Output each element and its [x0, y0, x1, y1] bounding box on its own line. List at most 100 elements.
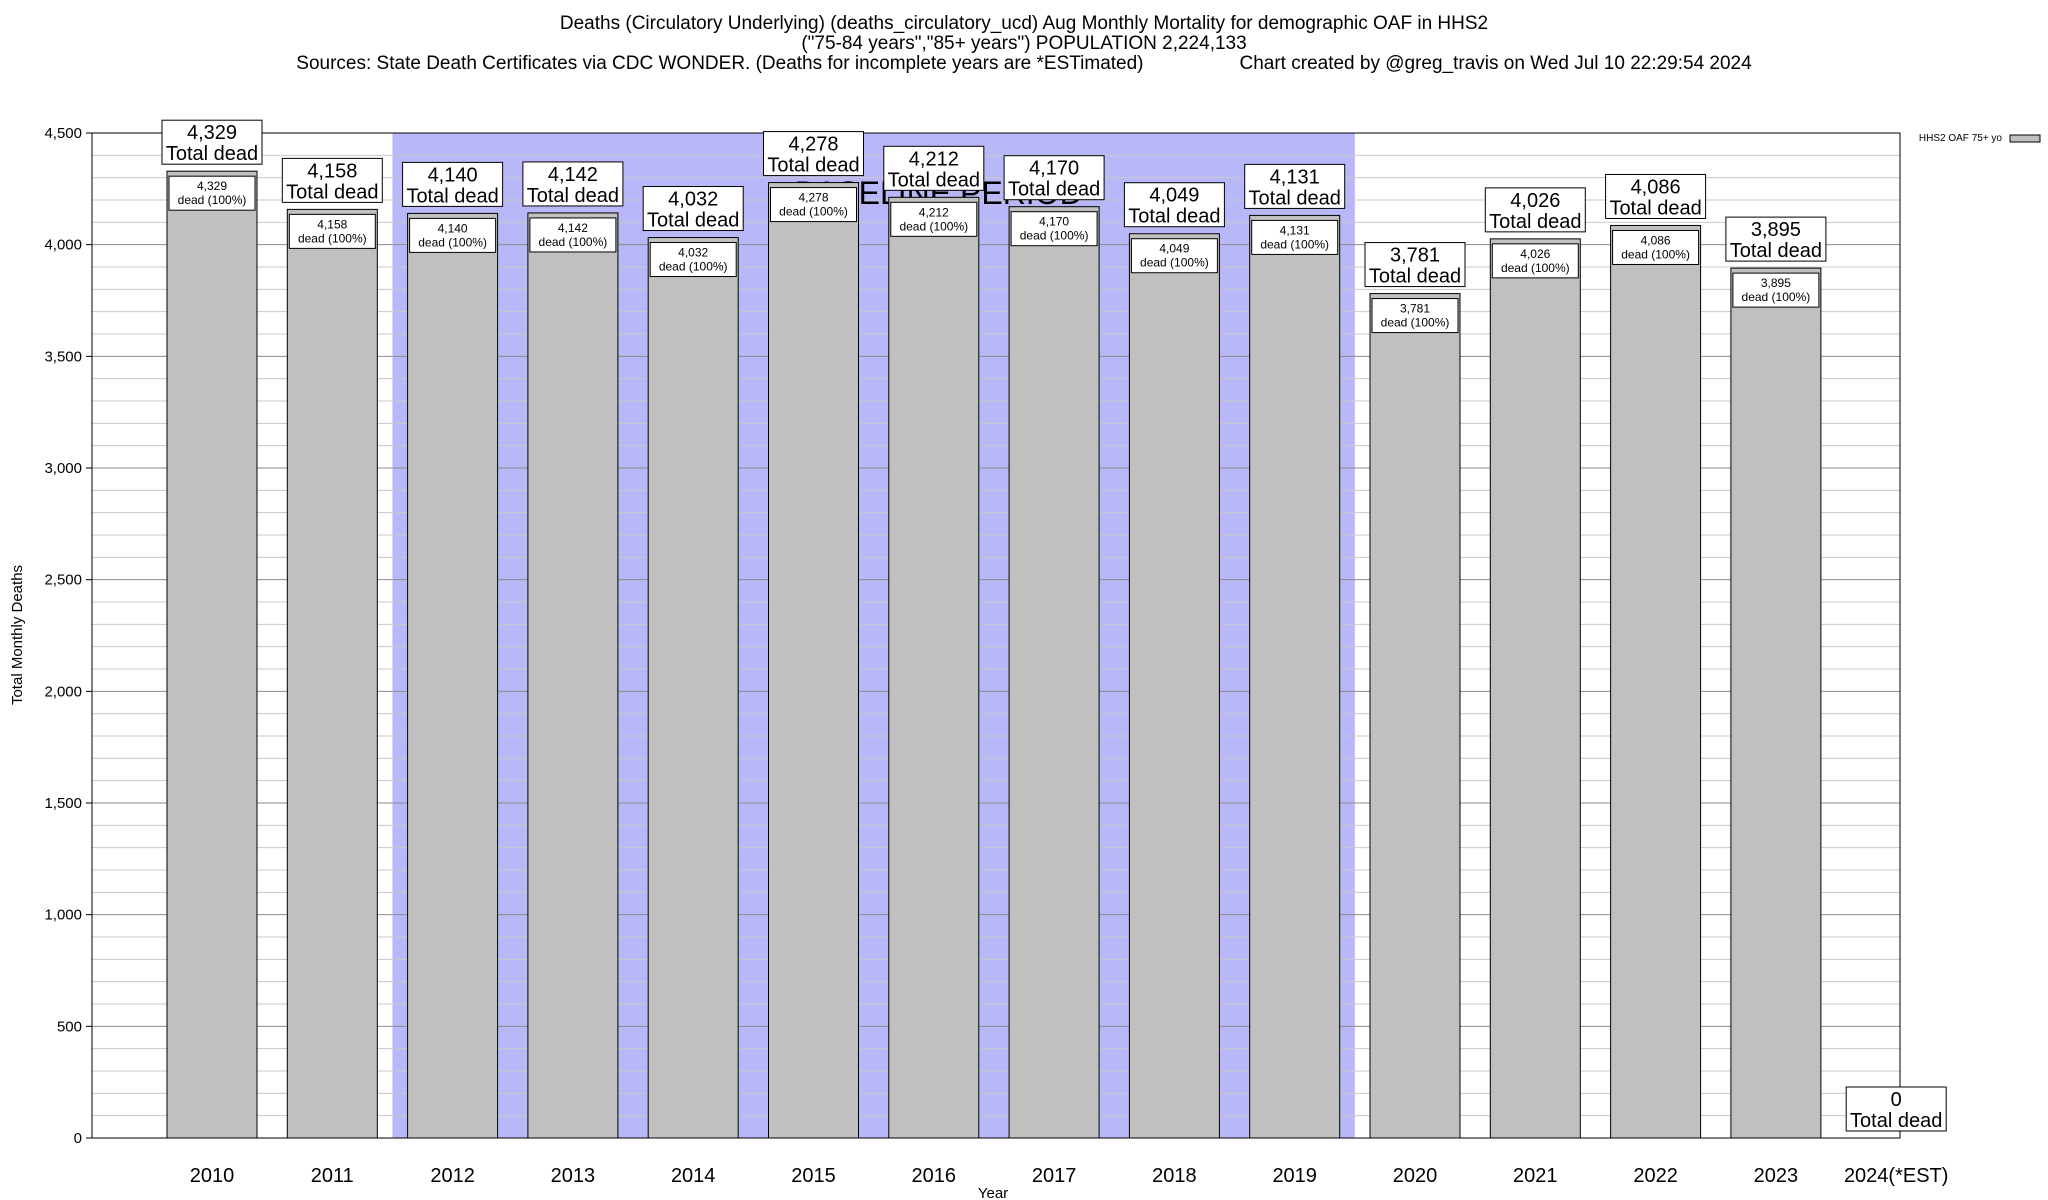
bar-total-caption-label: Total dead — [1249, 187, 1341, 209]
y-tick-label: 3,500 — [44, 348, 82, 365]
x-category-label: 2021 — [1513, 1165, 1558, 1187]
bar-inner-value-label: 4,329 — [197, 179, 227, 193]
bar — [1369, 293, 1461, 1139]
bar-total-value-label: 4,278 — [788, 134, 838, 156]
bar-inner-percent-label: dead (100%) — [899, 219, 968, 233]
bar-total-value-label: 4,140 — [428, 164, 478, 186]
bar-total-caption-label: Total dead — [1850, 1110, 1942, 1132]
bar-total-label-box — [1484, 187, 1586, 233]
bar-total-value-label: 4,049 — [1149, 185, 1199, 207]
bar-total-label-box — [763, 131, 864, 177]
chart-title-block: Deaths (Circulatory Underlying) (deaths_… — [0, 14, 2048, 74]
x-category-label: 2014 — [671, 1165, 716, 1187]
y-axis-title: Total Monthly Deaths — [9, 565, 26, 705]
bar-inner-label-box — [529, 217, 617, 253]
bar-inner-value-label: 4,158 — [317, 217, 347, 231]
bar-total-label-box — [1244, 163, 1346, 209]
bar-inner-percent-label: dead (100%) — [1140, 256, 1209, 270]
bar-total-value-label: 4,086 — [1631, 176, 1681, 198]
bar-total-value-label: 4,158 — [307, 160, 357, 182]
bar-total-label-box — [1725, 216, 1827, 262]
bar-inner-value-label: 4,032 — [678, 246, 708, 260]
chart-title: Deaths (Circulatory Underlying) (deaths_… — [559, 13, 1489, 34]
bar-inner-label-box — [168, 175, 256, 211]
bar — [888, 196, 980, 1139]
bar-inner-label-box — [409, 217, 497, 253]
x-category-label: 2013 — [551, 1165, 596, 1187]
bar-total-value-label: 4,131 — [1270, 166, 1320, 188]
bar-inner-percent-label: dead (100%) — [1621, 247, 1690, 261]
bar-inner-percent-label: dead (100%) — [1020, 229, 1089, 243]
bar-inner-label-box — [770, 187, 857, 223]
x-category-label: 2016 — [912, 1165, 957, 1187]
bar-inner-percent-label: dead (100%) — [1742, 290, 1811, 304]
bar-inner-percent-label: dead (100%) — [1260, 237, 1329, 251]
legend-label: HHS2 OAF 75+ yo — [1919, 133, 2003, 144]
x-category-label: 2022 — [1633, 1165, 1678, 1187]
bar — [286, 208, 378, 1139]
bar-total-label-box — [1364, 242, 1466, 288]
bar-inner-value-label: 4,212 — [919, 205, 949, 219]
bar-total-caption-label: Total dead — [406, 185, 498, 207]
bar-inner-percent-label: dead (100%) — [1381, 316, 1450, 330]
y-tick-label: 4,500 — [44, 125, 82, 142]
bar-total-value-label: 4,026 — [1510, 190, 1560, 212]
bar-inner-percent-label: dead (100%) — [178, 193, 247, 207]
y-tick-label: 2,500 — [44, 572, 82, 589]
bar — [768, 182, 859, 1139]
bar-total-label-box — [522, 161, 624, 207]
bar — [1489, 238, 1581, 1139]
bar — [1730, 267, 1822, 1139]
bar-total-caption-label: Total dead — [1730, 240, 1822, 262]
bar — [1249, 214, 1341, 1139]
chart-subtitle: ("75-84 years","85+ years") POPULATION 2… — [801, 33, 1247, 54]
bar-total-caption-label: Total dead — [767, 155, 859, 177]
bar-total-value-label: 4,329 — [187, 122, 237, 144]
bar-inner-value-label: 4,140 — [438, 221, 468, 235]
bar — [527, 212, 619, 1139]
bar-inner-value-label: 4,170 — [1039, 215, 1069, 229]
bar-inner-value-label: 4,131 — [1280, 223, 1310, 237]
x-category-label: 2020 — [1393, 1165, 1438, 1187]
bar-inner-value-label: 4,086 — [1641, 233, 1671, 247]
bar-inner-percent-label: dead (100%) — [659, 260, 728, 274]
x-category-label: 2019 — [1272, 1165, 1317, 1187]
bar-inner-value-label: 3,781 — [1400, 302, 1430, 316]
bar-inner-percent-label: dead (100%) — [298, 231, 367, 245]
bar-total-value-label: 3,781 — [1390, 245, 1440, 267]
bar-inner-label-box — [288, 213, 376, 249]
bar-total-value-label: 0 — [1891, 1089, 1902, 1111]
bar — [1610, 224, 1702, 1139]
bar-total-caption-label: Total dead — [166, 143, 258, 165]
chart-sources: Sources: State Death Certificates via CD… — [296, 53, 1144, 74]
bar-total-label-box — [1845, 1086, 1947, 1132]
bar — [166, 170, 258, 1139]
bar-inner-percent-label: dead (100%) — [1501, 261, 1570, 275]
bar-inner-label-box — [1010, 211, 1098, 247]
bar — [1128, 233, 1220, 1139]
y-tick-label: 500 — [57, 1018, 82, 1035]
bar-total-label-box — [161, 119, 263, 165]
x-category-label: 2011 — [311, 1165, 354, 1187]
bar-inner-value-label: 3,895 — [1761, 276, 1791, 290]
x-category-label: 2017 — [1032, 1165, 1077, 1187]
bar-inner-label-box — [890, 201, 978, 237]
bar-total-caption-label: Total dead — [647, 210, 739, 232]
plot-frame — [91, 132, 1901, 1139]
x-category-label: 2023 — [1754, 1165, 1799, 1187]
bar-inner-percent-label: dead (100%) — [779, 205, 848, 219]
bar-total-caption-label: Total dead — [286, 181, 378, 203]
x-category-label: 2010 — [190, 1165, 235, 1187]
legend-swatch — [2009, 134, 2041, 143]
bar-inner-value-label: 4,049 — [1159, 242, 1189, 256]
bar-inner-label-box — [1251, 219, 1339, 255]
bar-total-value-label: 4,212 — [909, 148, 959, 170]
bar-total-label-box — [1123, 182, 1225, 228]
bar-total-caption-label: Total dead — [527, 185, 619, 207]
y-tick-label: 2,000 — [44, 683, 82, 700]
bar-total-value-label: 4,170 — [1029, 158, 1079, 180]
bar-total-value-label: 4,032 — [668, 189, 718, 211]
bar-total-value-label: 4,142 — [548, 164, 598, 186]
bar-total-caption-label: Total dead — [1489, 211, 1581, 233]
bar-inner-label-box — [1732, 272, 1820, 308]
